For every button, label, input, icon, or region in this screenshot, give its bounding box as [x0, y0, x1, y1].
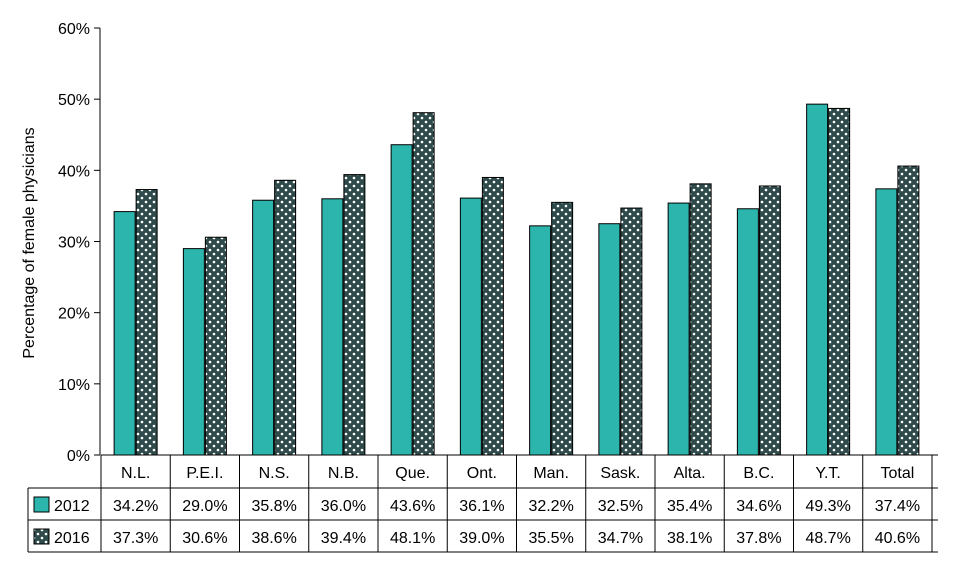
- bar-2012-man: [529, 225, 552, 456]
- data-label: 32.2%: [528, 498, 573, 515]
- bar-2012-sask: [598, 223, 621, 456]
- y-tick-label: 10%: [58, 377, 90, 394]
- legend-swatch-2012: [33, 496, 50, 513]
- data-label: 38.1%: [667, 530, 712, 547]
- bar-2012-ns: [252, 199, 275, 456]
- x-tick-label: Total: [880, 465, 914, 482]
- data-label: 40.6%: [875, 530, 920, 547]
- x-tick-label: Ont.: [467, 465, 497, 482]
- bar-2012-alta: [667, 202, 690, 456]
- bar-2016-ns: [274, 179, 297, 456]
- bar-2016-pei: [204, 236, 227, 456]
- y-tick-label: 50%: [58, 92, 90, 109]
- data-label: 35.8%: [251, 498, 296, 515]
- data-label: 37.8%: [736, 530, 781, 547]
- y-tick-label: 40%: [58, 163, 90, 180]
- x-tick-label: Y.T.: [815, 465, 841, 482]
- data-label: 43.6%: [390, 498, 435, 515]
- data-label: 39.0%: [459, 530, 504, 547]
- data-label: 48.1%: [390, 530, 435, 547]
- y-tick-label: 0%: [67, 448, 90, 465]
- data-label: 39.4%: [321, 530, 366, 547]
- bar-2016-nb: [343, 174, 366, 456]
- y-tick-label: 60%: [58, 21, 90, 38]
- bars: [113, 103, 920, 456]
- y-tick-label: 30%: [58, 235, 90, 252]
- bar-2012-nb: [321, 198, 344, 456]
- data-label: 36.1%: [459, 498, 504, 515]
- bar-2016-bc: [758, 185, 781, 456]
- legend-label-2016: 2016: [54, 530, 90, 547]
- data-label: 36.0%: [321, 498, 366, 515]
- y-axis-label: Percentage of female physicians: [21, 127, 38, 358]
- bar-2012-total: [875, 188, 898, 456]
- data-label: 35.4%: [667, 498, 712, 515]
- bar-2016-yt: [828, 107, 851, 456]
- legend-label-2012: 2012: [54, 498, 90, 515]
- x-tick-label: N.L.: [121, 465, 150, 482]
- data-label: 34.2%: [113, 498, 158, 515]
- data-label: 34.6%: [736, 498, 781, 515]
- bar-2016-sask: [620, 207, 643, 456]
- data-label: 30.6%: [182, 530, 227, 547]
- x-tick-label: Man.: [533, 465, 569, 482]
- x-tick-label: N.S.: [259, 465, 290, 482]
- data-label: 37.3%: [113, 530, 158, 547]
- bar-2016-que: [412, 112, 435, 456]
- bar-2012-pei: [182, 248, 205, 456]
- data-label: 38.6%: [251, 530, 296, 547]
- x-tick-label: B.C.: [743, 465, 774, 482]
- x-tick-label: Que.: [395, 465, 430, 482]
- bar-2016-man: [551, 201, 574, 456]
- data-label: 35.5%: [528, 530, 573, 547]
- data-label: 34.7%: [598, 530, 643, 547]
- y-axis: 0% 10% 20% 30% 40% 50% 60%: [58, 21, 101, 465]
- legend-swatch-2016: [33, 528, 50, 545]
- bar-2012-que: [390, 144, 413, 456]
- x-tick-label: N.B.: [328, 465, 359, 482]
- data-label: 49.3%: [805, 498, 850, 515]
- y-tick-label: 20%: [58, 306, 90, 323]
- bar-2016-alta: [689, 183, 712, 456]
- bar-2012-bc: [736, 208, 759, 456]
- bar-2016-ont: [481, 176, 504, 456]
- data-label: 29.0%: [182, 498, 227, 515]
- data-label: 37.4%: [875, 498, 920, 515]
- bar-2012-ont: [459, 197, 482, 456]
- x-tick-label: Sask.: [600, 465, 640, 482]
- x-tick-label: Alta.: [674, 465, 706, 482]
- x-tick-label: P.E.I.: [186, 465, 223, 482]
- data-table: N.L. P.E.I. N.S. N.B. Que. Ont. Man. Sask. Alta.…: [27, 454, 938, 553]
- bar-2012-yt: [806, 103, 829, 456]
- bar-2016-total: [897, 165, 920, 456]
- data-label: 32.5%: [598, 498, 643, 515]
- bar-2012-nl: [113, 211, 136, 456]
- data-label: 48.7%: [805, 530, 850, 547]
- bar-2016-nl: [135, 189, 158, 456]
